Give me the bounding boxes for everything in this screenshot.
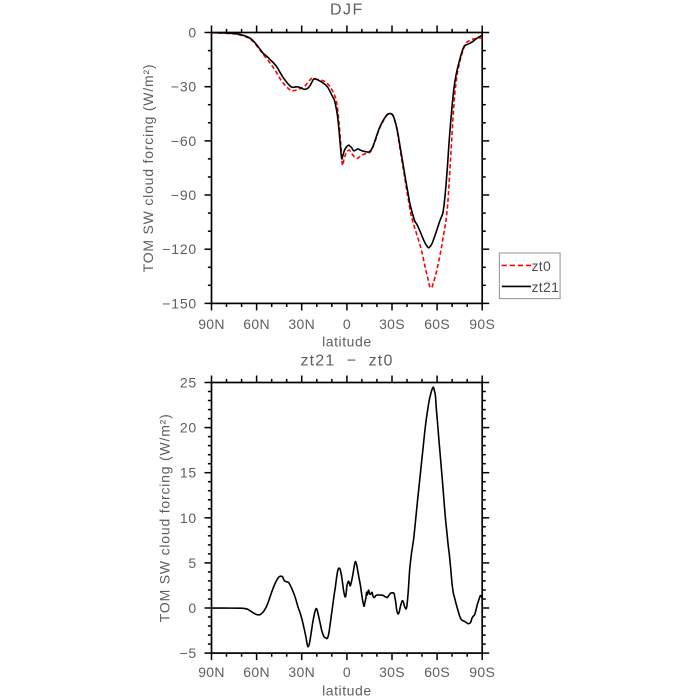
svg-text:90S: 90S <box>469 316 495 332</box>
svg-text:zt0: zt0 <box>532 258 552 274</box>
svg-text:latitude: latitude <box>322 683 372 699</box>
svg-text:25: 25 <box>180 375 197 391</box>
svg-text:−120: −120 <box>162 241 197 257</box>
svg-text:30S: 30S <box>379 316 405 332</box>
svg-text:90N: 90N <box>198 664 225 680</box>
svg-text:−5: −5 <box>179 645 197 661</box>
svg-text:−150: −150 <box>162 295 197 311</box>
svg-text:60S: 60S <box>424 664 450 680</box>
svg-text:5: 5 <box>188 555 197 571</box>
svg-text:30S: 30S <box>379 664 405 680</box>
svg-text:zt21: zt21 <box>532 279 560 295</box>
svg-text:latitude: latitude <box>322 334 372 350</box>
svg-text:10: 10 <box>180 510 197 526</box>
svg-text:30N: 30N <box>288 664 315 680</box>
svg-text:60S: 60S <box>424 316 450 332</box>
svg-text:−30: −30 <box>171 79 197 95</box>
svg-text:0: 0 <box>343 316 351 332</box>
svg-text:15: 15 <box>180 465 197 481</box>
svg-text:20: 20 <box>180 420 197 436</box>
svg-text:zt21 − zt0: zt21 − zt0 <box>300 353 393 370</box>
svg-text:60N: 60N <box>243 664 270 680</box>
svg-text:TOM SW cloud forcing (W/m²): TOM SW cloud forcing (W/m²) <box>157 413 173 622</box>
svg-text:DJF: DJF <box>330 2 364 19</box>
svg-text:−60: −60 <box>171 133 197 149</box>
svg-text:TOM SW cloud forcing (W/m²): TOM SW cloud forcing (W/m²) <box>140 64 156 273</box>
svg-text:30N: 30N <box>288 316 315 332</box>
svg-text:0: 0 <box>343 664 351 680</box>
svg-text:0: 0 <box>188 600 197 616</box>
svg-text:−90: −90 <box>171 187 197 203</box>
svg-text:90N: 90N <box>198 316 225 332</box>
svg-text:60N: 60N <box>243 316 270 332</box>
svg-text:90S: 90S <box>469 664 495 680</box>
svg-text:0: 0 <box>188 25 197 41</box>
